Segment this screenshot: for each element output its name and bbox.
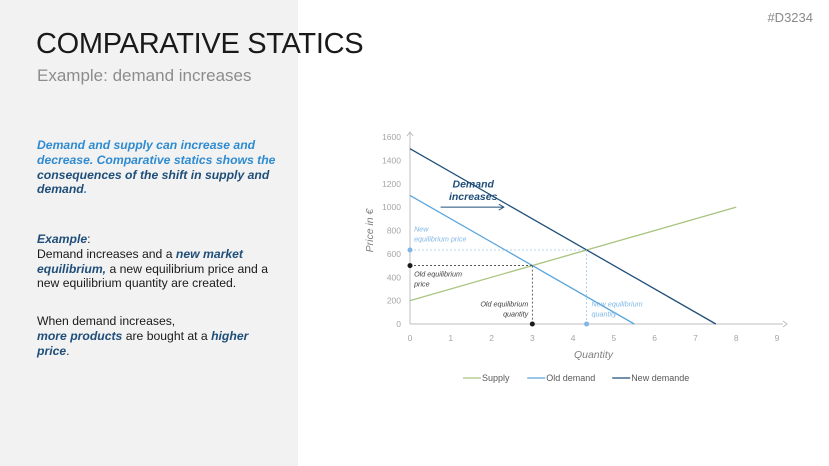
legend-item: Old demand	[546, 373, 595, 383]
old-quantity-point	[529, 321, 535, 327]
new-eq-quantity-label: New equilibrium	[591, 299, 642, 308]
x-axis-arrow	[782, 320, 788, 328]
x-tick-label: 2	[489, 333, 494, 343]
demand-increases-label: Demand	[452, 178, 494, 190]
example-text: Example: Demand increases and a new mark…	[37, 232, 277, 291]
x-tick-label: 5	[612, 333, 617, 343]
old-price-point	[407, 263, 413, 269]
page-title: COMPARATIVE STATICS	[36, 28, 364, 60]
new-eq-quantity-label: quantity	[591, 309, 617, 318]
new-eq-price-label: New	[414, 225, 429, 234]
y-axis-title: Price in €	[364, 207, 376, 252]
y-tick-label: 200	[387, 296, 401, 306]
intro-part-2: consequences of the shift in supply and …	[37, 167, 270, 197]
y-tick-label: 1200	[382, 179, 401, 189]
x-tick-label: 0	[408, 333, 413, 343]
series-line-new-demande	[409, 148, 717, 325]
intro-text: Demand and supply can increase and decre…	[37, 138, 277, 197]
when-part-3: are bought at a	[122, 328, 212, 343]
x-tick-label: 6	[652, 333, 657, 343]
x-tick-label: 7	[693, 333, 698, 343]
new-quantity-point	[584, 321, 590, 327]
example-part-3: a new equilibrium price and a new equili…	[37, 261, 268, 291]
intro-part-1: Demand and supply can increase and decre…	[37, 138, 276, 167]
x-tick-label: 4	[571, 333, 576, 343]
when-part-1: When demand increases,	[37, 314, 176, 328]
page-subtitle: Example: demand increases	[37, 66, 252, 85]
intro-part-3: .	[83, 182, 88, 197]
supply-demand-chart: 0 200 400 600 800 1000 1200 1400 1600 0 1 2 3 4 5 6 7 8 9 Q…	[364, 131, 788, 383]
x-tick-label: 9	[775, 333, 780, 343]
example-part-2: new market equilibrium,	[37, 246, 243, 276]
when-text: When demand increases, more products are…	[37, 314, 277, 358]
old-eq-quantity-label: quantity	[503, 309, 529, 318]
y-tick-label: 1400	[382, 155, 401, 165]
legend-item: New demande	[631, 373, 689, 383]
x-tick-label: 1	[448, 333, 453, 343]
when-part-4: higher price	[37, 328, 249, 358]
old-eq-price-label: Old equilibrium	[414, 270, 462, 279]
example-part-1: Demand increases and a	[37, 246, 176, 261]
example-heading: Example	[37, 232, 88, 246]
old-eq-quantity-label: Old equilibrium	[480, 299, 528, 308]
x-axis-title: Quantity	[574, 349, 614, 361]
y-tick-label: 400	[387, 272, 401, 282]
when-part-2: more products	[37, 328, 123, 343]
x-tick-label: 8	[734, 333, 739, 343]
left-panel	[0, 0, 298, 466]
new-eq-price-label: equilibrium price	[414, 235, 466, 244]
example-colon: :	[87, 232, 91, 246]
demand-increases-label: increases	[449, 191, 498, 203]
new-price-point	[407, 247, 413, 253]
series-line-supply	[409, 206, 737, 302]
slide-id: #D3234	[767, 10, 813, 25]
y-tick-label: 1000	[382, 202, 401, 212]
legend-item: Supply	[482, 373, 510, 383]
y-axis-arrow	[406, 131, 414, 137]
x-tick-label: 3	[530, 333, 535, 343]
y-tick-label: 1600	[382, 132, 401, 142]
when-part-5: .	[66, 343, 70, 358]
y-tick-label: 800	[387, 226, 401, 236]
demand-increases-arrowhead	[498, 203, 505, 211]
old-eq-price-label: price	[413, 280, 430, 289]
y-tick-label: 600	[387, 249, 401, 259]
series-line-old-demand	[409, 194, 635, 325]
y-tick-label: 0	[396, 319, 401, 329]
